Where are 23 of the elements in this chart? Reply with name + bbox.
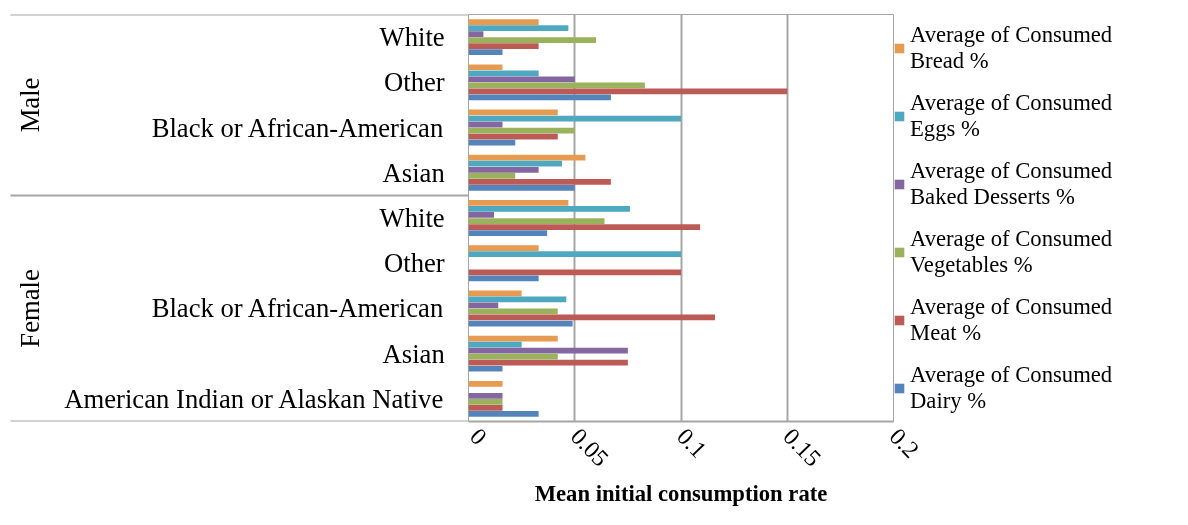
- legend-label: Average of Consumed Bread %: [910, 20, 1113, 75]
- y-tick-label: American Indian or Alaskan Native: [64, 383, 444, 414]
- legend-label: Average of Consumed Vegetables %: [910, 224, 1113, 279]
- y-tick-label: Asian: [382, 338, 445, 369]
- x-axis-title: Mean initial consumption rate: [534, 481, 828, 507]
- text: Female: [15, 269, 46, 348]
- legend-label: Average of Consumed Baked Desserts %: [910, 156, 1113, 211]
- legend-label: Average of Consumed Dairy %: [910, 360, 1113, 415]
- x-tick-label: 0: [464, 423, 492, 450]
- legend-label: Average of Consumed Eggs %: [910, 88, 1113, 143]
- x-tick-label: 0.2: [884, 423, 925, 463]
- y-tick-label: Other: [384, 248, 445, 279]
- legend-label: Average of Consumed Meat %: [910, 292, 1113, 347]
- y-tick-label: Asian: [382, 157, 445, 188]
- text: Male: [15, 77, 46, 133]
- y-tick-label: Black or African-American: [151, 112, 444, 143]
- y-tick-label: Other: [384, 67, 445, 98]
- x-tick-label: 0.05: [565, 423, 614, 472]
- y-tick-label: White: [379, 22, 445, 53]
- y-tick-label: White: [379, 203, 445, 233]
- y-tick-label: Black or African-American: [151, 293, 444, 324]
- x-tick-label: 0.15: [778, 423, 827, 472]
- x-tick-label: 0.1: [672, 423, 712, 463]
